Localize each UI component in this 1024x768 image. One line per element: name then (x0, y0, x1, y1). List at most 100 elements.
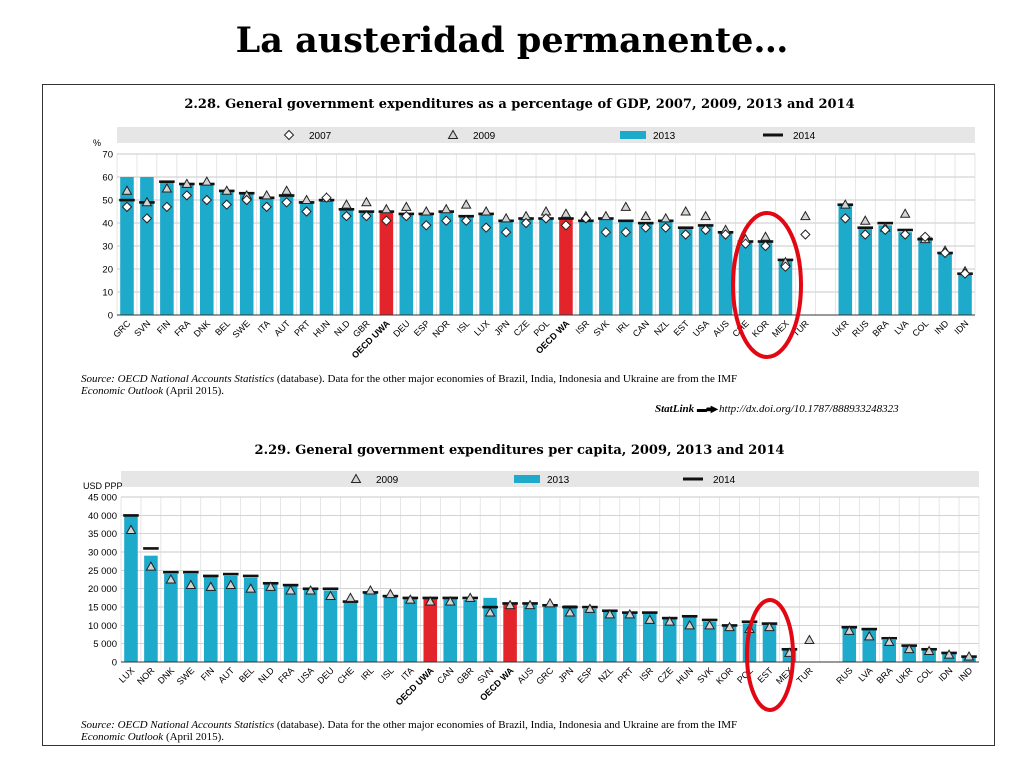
category-IND (937, 245, 953, 315)
category-PRT (622, 608, 638, 662)
marker-2009 (620, 201, 632, 211)
category-GBR (462, 592, 478, 662)
statlink-url[interactable]: http://dx.doi.org/10.1787/888933248323 (719, 403, 899, 415)
x-tick-label: LUX (117, 665, 136, 684)
marker-2007 (560, 220, 572, 231)
marker-2009 (640, 210, 652, 221)
category-ESP (582, 603, 598, 662)
x-tick-label: GRC (534, 665, 556, 687)
category-JPN (562, 605, 578, 662)
x-tick-label: BEL (237, 665, 256, 684)
x-tick-label: MEX (770, 318, 791, 339)
legend-swatch-2013 (514, 475, 540, 483)
bar-2013 (662, 618, 677, 662)
x-tick-label: CZE (512, 318, 532, 338)
bar-2013 (539, 218, 553, 315)
marker-2007 (580, 213, 592, 224)
x-tick-label: CAN (631, 318, 652, 339)
bar-2013 (184, 574, 198, 662)
marker-2009 (943, 649, 955, 659)
marker-2009 (484, 606, 496, 617)
bar-2013 (160, 181, 174, 315)
marker-2009 (923, 645, 935, 655)
y-tick-label: 30 (102, 242, 113, 253)
category-BEL (242, 574, 259, 662)
highlight-annotation-circle (731, 211, 803, 359)
marker-2009 (724, 621, 735, 632)
marker-2007 (800, 229, 811, 240)
marker-2009 (145, 561, 157, 571)
legend-marker-2009 (447, 129, 459, 139)
x-tick-label: GBR (455, 665, 476, 686)
bar-2013 (399, 213, 414, 315)
category-JPN (498, 212, 514, 315)
category-AUT (222, 572, 239, 662)
legend-line-2014 (763, 133, 783, 137)
x-tick-label: IND (956, 665, 974, 683)
marker-2007 (421, 220, 432, 231)
marker-2009 (400, 201, 412, 211)
marker-2009 (859, 215, 871, 225)
category-SWE (183, 570, 199, 662)
x-tick-label: BEL (213, 318, 232, 337)
legend-label: 2014 (713, 475, 736, 486)
category-OECD WA (502, 599, 518, 662)
category-OECD WA (558, 208, 574, 315)
bar-2013 (718, 232, 733, 315)
marker-2007 (899, 229, 911, 240)
marker-2014 (163, 570, 179, 574)
category-SVK (598, 210, 614, 315)
x-tick-label: LVA (857, 665, 875, 683)
y-tick-label: 50 (102, 196, 113, 207)
marker-2009 (185, 579, 197, 589)
category-UKR (837, 199, 854, 315)
bar-2013 (423, 597, 438, 662)
x-tick-label: ITA (256, 318, 273, 335)
marker-2014 (119, 198, 135, 202)
category-USA (697, 210, 714, 315)
marker-2009 (903, 643, 915, 654)
marker-2007 (221, 199, 232, 210)
bar-2013 (579, 220, 593, 315)
category-FRA (179, 178, 195, 315)
category-FRA (282, 583, 299, 662)
category-KOR (721, 621, 738, 662)
marker-2014 (123, 514, 139, 517)
bar-2013 (219, 190, 234, 315)
statlink[interactable]: StatLink ▬▰▶ http://dx.doi.org/10.1787/8… (655, 403, 899, 415)
marker-2009 (361, 196, 372, 207)
marker-2014 (322, 587, 339, 591)
legend-item-2014: 2014 (763, 131, 816, 142)
marker-2009 (121, 185, 133, 195)
x-tick-label: NOR (430, 318, 452, 340)
marker-2007 (161, 201, 173, 213)
bar-2013 (702, 621, 717, 662)
marker-2007 (401, 210, 412, 222)
category-HUN (681, 614, 698, 662)
x-tick-label: COL (910, 318, 930, 338)
marker-2007 (460, 215, 472, 226)
category-OECD UWA (378, 203, 395, 315)
category-BEL (218, 185, 235, 315)
category-ISR (641, 611, 658, 662)
legend-item-2014: 2014 (683, 475, 736, 486)
category-MEX (777, 256, 794, 315)
bar-2013 (239, 193, 254, 315)
marker-2007 (620, 226, 632, 238)
x-tick-label: CHE (335, 665, 356, 686)
marker-2009 (325, 590, 336, 600)
y-tick-label: 35 000 (88, 529, 117, 540)
marker-2009 (181, 178, 193, 188)
category-RUS (857, 215, 874, 315)
category-LUX (123, 514, 139, 662)
marker-2009 (305, 584, 316, 595)
marker-2014 (338, 208, 355, 211)
legend-label: 2013 (547, 475, 570, 486)
bar-2013 (722, 625, 737, 662)
x-tick-label: DEU (315, 665, 336, 686)
y-axis-unit: USD PPP (83, 481, 123, 491)
category-PRT (298, 194, 315, 315)
bar-2013 (519, 218, 533, 315)
bar-2013 (938, 252, 952, 315)
marker-2009 (221, 185, 233, 195)
